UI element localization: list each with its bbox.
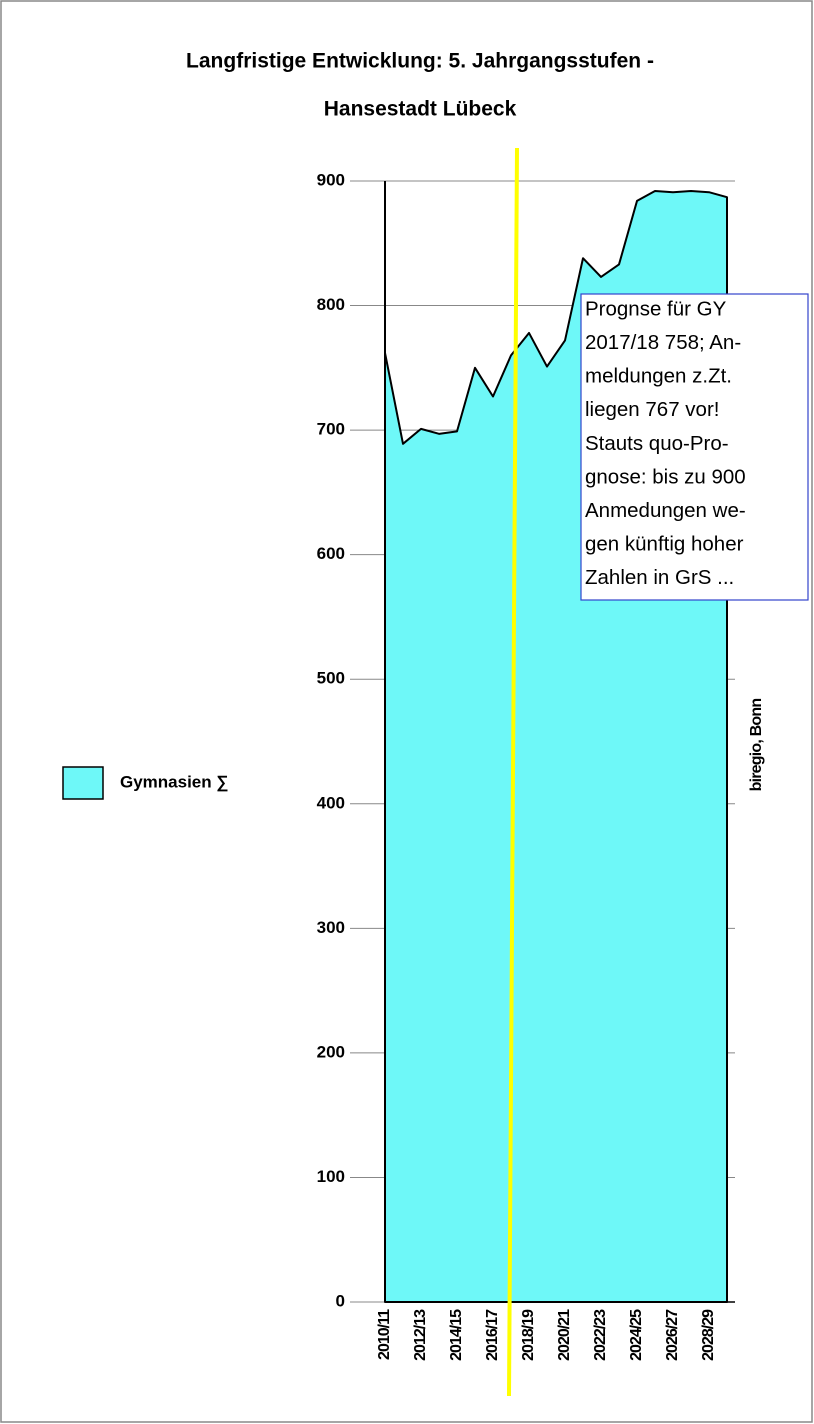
annotation-line: Prognse für GY bbox=[585, 297, 727, 320]
chart-title: Langfristige Entwicklung: 5. Jahrgangsst… bbox=[186, 50, 654, 73]
y-tick-label: 800 bbox=[317, 295, 345, 314]
x-tick-label: 2028/29 bbox=[700, 1309, 717, 1361]
legend-label: Gymnasien ∑ bbox=[120, 772, 229, 791]
legend-swatch bbox=[62, 766, 104, 800]
annotation-line: Stauts quo-Pro- bbox=[585, 432, 729, 455]
source: biregio, Bonn bbox=[748, 699, 765, 792]
x-tick-label: 2024/25 bbox=[628, 1309, 645, 1361]
y-tick-label: 500 bbox=[317, 669, 345, 688]
y-tick-label: 0 bbox=[336, 1291, 345, 1310]
annotation: Prognse für GY 2017/18 758; An-meldungen … bbox=[585, 297, 746, 589]
annotation-line: gnose: bis zu 900 bbox=[585, 465, 746, 488]
y-tick-label: 900 bbox=[317, 170, 345, 189]
x-tick-label: 2020/21 bbox=[556, 1309, 573, 1361]
x-tick-label: 2026/27 bbox=[664, 1309, 681, 1361]
x-tick-label: 2022/23 bbox=[592, 1309, 609, 1361]
annotation-box bbox=[580, 293, 809, 601]
x-tick-label: 2012/13 bbox=[412, 1309, 429, 1361]
annotation-line: Zahlen in GrS ... bbox=[585, 566, 734, 589]
annotation-line: gen künftig hoher bbox=[585, 533, 744, 556]
annotation-line: meldungen z.Zt. bbox=[585, 365, 732, 388]
y-tick-label: 600 bbox=[317, 544, 345, 563]
y-tick-label: 100 bbox=[317, 1167, 345, 1186]
y-tick-label: 400 bbox=[317, 793, 345, 812]
y-tick-label: 300 bbox=[317, 918, 345, 937]
marker-line bbox=[507, 147, 519, 1397]
x-tick-label: 2016/17 bbox=[484, 1309, 501, 1361]
annotation-line: 2017/18 758; An- bbox=[585, 331, 741, 354]
x-tick-label: 2014/15 bbox=[448, 1309, 465, 1361]
x-tick-label: 2010/11 bbox=[376, 1309, 393, 1360]
annotation-line: Anmedungen we- bbox=[585, 499, 746, 522]
y-tick-label: 700 bbox=[317, 420, 345, 439]
y-tick-label: 200 bbox=[317, 1042, 345, 1061]
x-tick-label: 2018/19 bbox=[520, 1309, 537, 1361]
chart-title: Hansestadt Lübeck bbox=[324, 98, 517, 121]
annotation-line: liegen 767 vor! bbox=[585, 398, 719, 421]
